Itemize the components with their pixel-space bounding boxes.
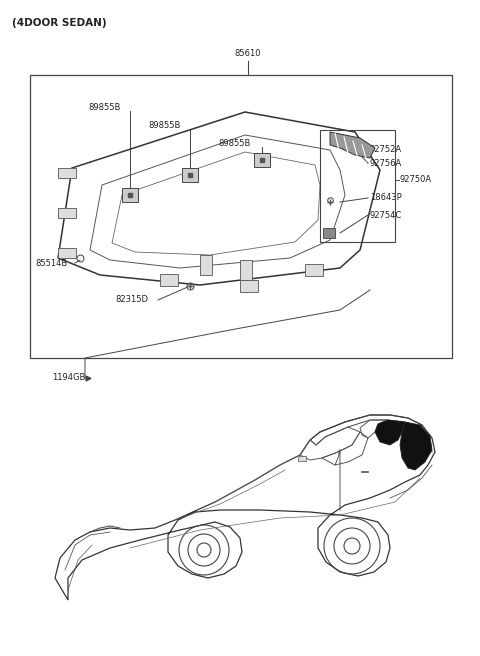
Text: 92752A: 92752A	[370, 146, 402, 155]
Text: 89855B: 89855B	[218, 138, 251, 148]
Bar	[58, 248, 76, 258]
Polygon shape	[375, 420, 405, 445]
Bar	[323, 228, 335, 238]
Text: (4DOOR SEDAN): (4DOOR SEDAN)	[12, 18, 107, 28]
Bar	[240, 260, 252, 280]
Text: 82315D: 82315D	[115, 295, 148, 304]
Text: 92750A: 92750A	[400, 176, 432, 184]
Text: 1194GB: 1194GB	[52, 373, 85, 382]
Text: 89855B: 89855B	[88, 102, 120, 112]
Bar	[305, 264, 323, 276]
Text: 85610: 85610	[235, 49, 261, 58]
Text: 92754C: 92754C	[370, 211, 402, 220]
Bar	[58, 168, 76, 178]
Bar	[122, 188, 138, 202]
Polygon shape	[400, 422, 432, 470]
Bar	[200, 255, 212, 275]
Polygon shape	[330, 132, 375, 158]
Bar	[182, 168, 198, 182]
Text: 18643P: 18643P	[370, 194, 402, 203]
Text: 92756A: 92756A	[370, 159, 402, 167]
Bar	[160, 274, 178, 286]
Bar	[30, 75, 452, 358]
Bar	[298, 456, 306, 461]
Bar	[58, 208, 76, 218]
Bar	[320, 130, 395, 242]
Text: 89855B: 89855B	[148, 121, 180, 131]
Bar	[240, 280, 258, 292]
Bar	[254, 153, 270, 167]
Text: 85514B: 85514B	[35, 258, 67, 268]
